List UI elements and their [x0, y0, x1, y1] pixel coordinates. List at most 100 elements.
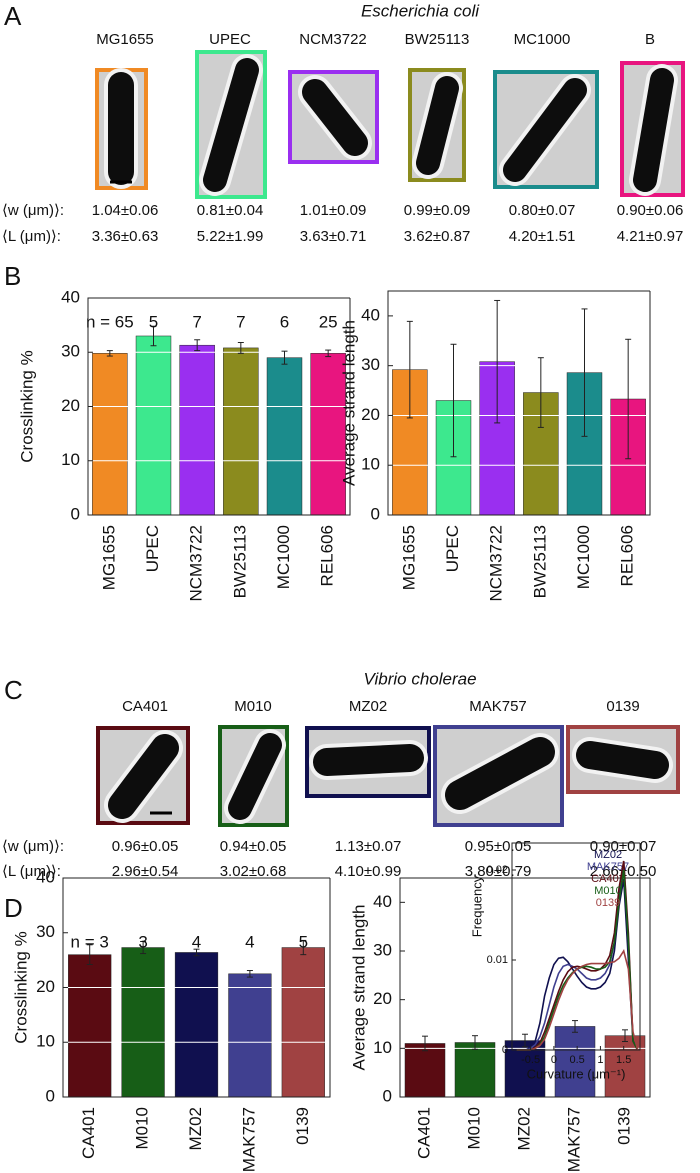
y-tick-label: 40 [61, 287, 80, 306]
bar [223, 347, 259, 516]
axis [387, 290, 651, 516]
width-value: 1.01±0.09 [300, 202, 367, 219]
length-value: 3.02±0.68 [220, 863, 287, 880]
x-tick-label: 0139 [293, 1107, 312, 1145]
error-bar [581, 308, 588, 437]
x-axis-label: Curvature (μm⁻¹) [527, 1066, 626, 1081]
error-bar [106, 350, 113, 357]
bar [404, 1043, 446, 1098]
width-value: 1.13±0.07 [335, 838, 402, 855]
y-axis-label: Crosslinking % [17, 350, 36, 462]
strain-name: MZ02 [349, 698, 387, 715]
bar [68, 954, 112, 1098]
panel-title: Vibrio cholerae [363, 669, 476, 688]
panel-label: A [4, 1, 22, 31]
sample-size: 7 [192, 312, 201, 331]
y-tick-label: 10 [373, 1038, 392, 1057]
error-bar [193, 948, 200, 957]
x-tick-label: 0.5 [570, 1054, 585, 1066]
y-tick-label: 0 [502, 1044, 508, 1056]
cell-body [302, 79, 368, 156]
sample-size: 4 [245, 932, 254, 951]
y-tick-label: 10 [36, 1032, 55, 1051]
y-tick-label: 40 [373, 892, 392, 911]
axis [87, 297, 351, 516]
x-tick-label: 1.5 [616, 1054, 631, 1066]
x-tick-label: REL606 [618, 525, 637, 586]
width-value: 0.99±0.09 [404, 202, 471, 219]
y-tick-label: 10 [361, 455, 380, 474]
y-tick-label: 20 [61, 396, 80, 415]
legend-entry: MAK757 [587, 861, 629, 873]
length-value: 4.20±1.51 [509, 228, 576, 245]
sample-size: 25 [319, 312, 338, 331]
cell-body [633, 68, 674, 192]
cell-body [313, 744, 424, 776]
strain-name: NCM3722 [299, 31, 367, 48]
bar [179, 344, 215, 516]
x-tick-label: REL606 [318, 525, 337, 586]
y-tick-label: 0.01 [487, 954, 508, 966]
x-tick-label: CA401 [414, 1107, 433, 1159]
bar [310, 353, 346, 516]
legend-entry: MZ02 [594, 849, 622, 861]
cell-body [228, 733, 282, 820]
error-bar [622, 1029, 628, 1043]
x-tick-label: -0.5 [521, 1054, 540, 1066]
sample-size: 4 [192, 932, 201, 951]
error-bar [494, 299, 501, 424]
bar [554, 1026, 596, 1098]
error-bar [237, 341, 244, 354]
y-axis-label: Average strand length [349, 904, 368, 1070]
x-tick-label: MG1655 [99, 525, 118, 590]
y-tick-label: 40 [361, 305, 380, 324]
error-bar [537, 357, 544, 428]
panel-label: B [4, 261, 21, 291]
x-tick-label: MZ02 [186, 1107, 205, 1150]
x-tick-label: UPEC [443, 525, 462, 572]
error-bar [406, 320, 413, 419]
sample-size: 3 [138, 932, 147, 951]
x-tick-label: MAK757 [239, 1107, 258, 1172]
strain-name: CA401 [122, 698, 168, 715]
panel-title: Escherichia coli [361, 1, 480, 20]
legend-entry: CA401 [591, 873, 625, 885]
width-value: 0.81±0.04 [197, 202, 264, 219]
width-value: 0.95±0.05 [465, 838, 532, 855]
strain-name: B [645, 31, 655, 48]
cell-body [503, 78, 587, 182]
panel-label: C [4, 675, 23, 705]
row-label: ⟨w (μm)⟩: [2, 838, 64, 855]
y-tick-label: 30 [361, 355, 380, 374]
x-tick-label: UPEC [143, 525, 162, 572]
bar [454, 1042, 496, 1098]
sample-size: 6 [280, 312, 289, 331]
x-tick-label: NCM3722 [187, 525, 206, 602]
y-tick-label: 20 [36, 977, 55, 996]
x-tick-label: MAK757 [564, 1107, 583, 1172]
x-tick-label: MZ02 [514, 1107, 533, 1150]
length-value: 3.36±0.63 [92, 228, 159, 245]
error-bar [281, 350, 288, 365]
x-tick-label: 0 [551, 1054, 557, 1066]
strain-name: UPEC [209, 31, 251, 48]
axis [62, 877, 331, 1098]
x-tick-label: NCM3722 [487, 525, 506, 602]
bar [228, 973, 272, 1098]
length-value: 2.96±0.54 [112, 863, 179, 880]
strain-name: MG1655 [96, 31, 154, 48]
curve [516, 949, 639, 1051]
x-tick-label: CA401 [79, 1107, 98, 1159]
error-bar [300, 939, 307, 956]
length-value: 5.22±1.99 [197, 228, 264, 245]
y-tick-label: 0 [371, 504, 380, 523]
legend-entry: M010 [594, 885, 622, 897]
y-tick-label: 0.02 [487, 864, 508, 876]
error-bar [522, 1033, 528, 1048]
x-tick-label: MG1655 [399, 525, 418, 590]
error-bar [150, 325, 157, 347]
y-tick-label: 20 [373, 989, 392, 1008]
width-value: 0.80±0.07 [509, 202, 576, 219]
bar [604, 1035, 646, 1098]
